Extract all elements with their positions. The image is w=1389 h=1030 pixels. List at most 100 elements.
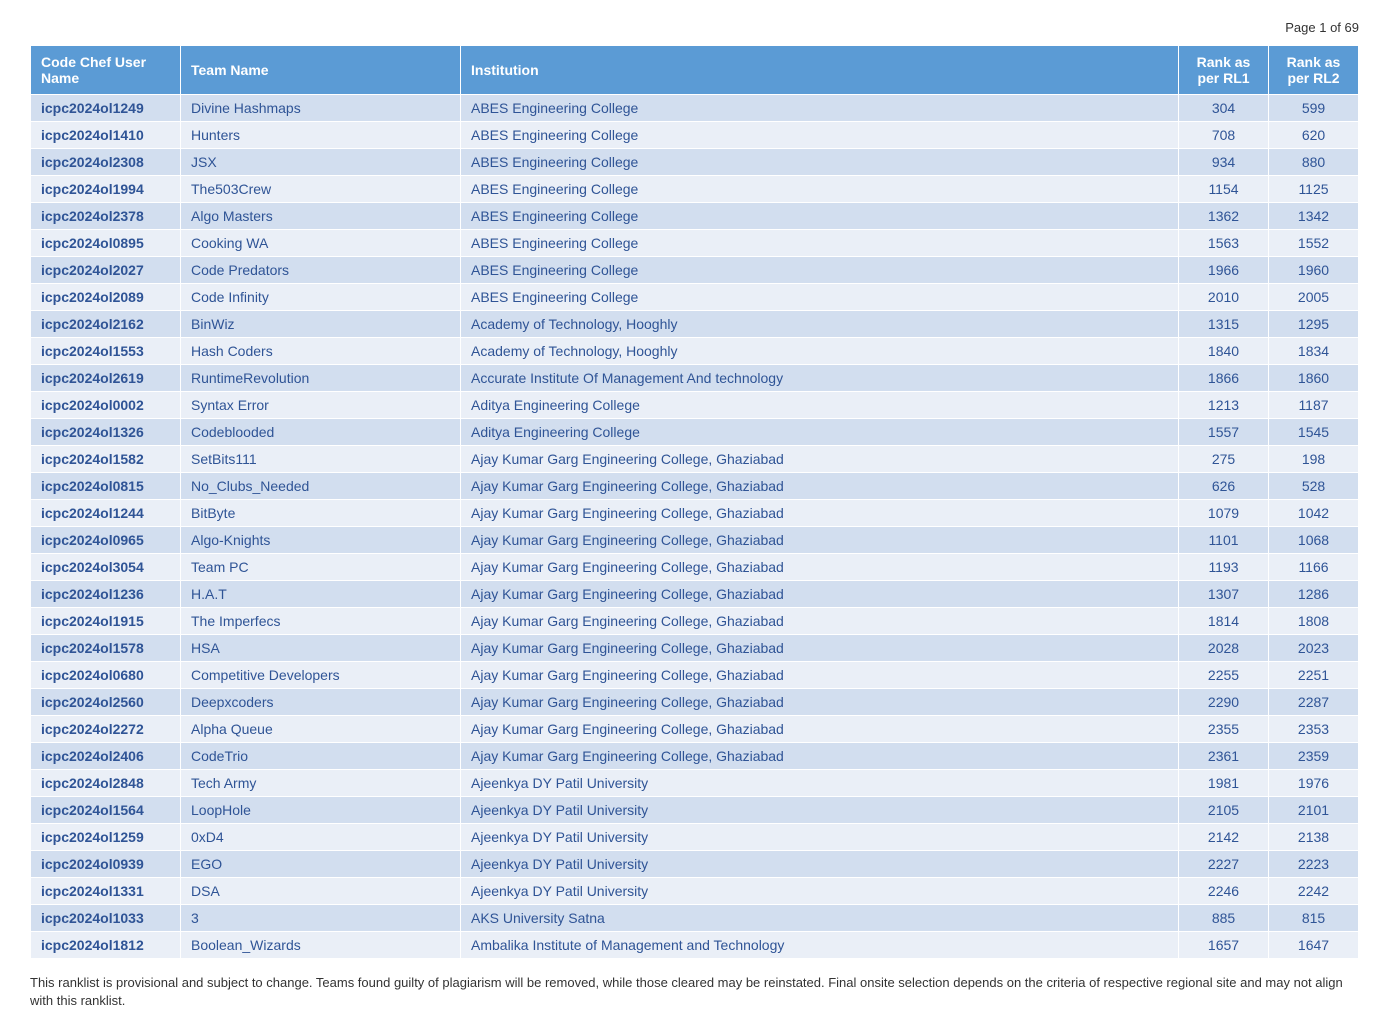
cell-institution: ABES Engineering College (461, 149, 1179, 176)
col-header-teamname: Team Name (181, 46, 461, 95)
cell-username: icpc2024ol2406 (31, 743, 181, 770)
cell-teamname: Syntax Error (181, 392, 461, 419)
cell-institution: Ajay Kumar Garg Engineering College, Gha… (461, 635, 1179, 662)
cell-rank-rl2: 1042 (1269, 500, 1359, 527)
cell-username: icpc2024ol2848 (31, 770, 181, 797)
cell-rank-rl2: 1545 (1269, 419, 1359, 446)
cell-rank-rl2: 880 (1269, 149, 1359, 176)
cell-username: icpc2024ol2619 (31, 365, 181, 392)
cell-teamname: Competitive Developers (181, 662, 461, 689)
cell-rank-rl1: 1563 (1179, 230, 1269, 257)
cell-rank-rl1: 885 (1179, 905, 1269, 932)
cell-teamname: No_Clubs_Needed (181, 473, 461, 500)
cell-rank-rl1: 934 (1179, 149, 1269, 176)
cell-rank-rl1: 708 (1179, 122, 1269, 149)
cell-institution: Ajay Kumar Garg Engineering College, Gha… (461, 608, 1179, 635)
cell-rank-rl2: 1860 (1269, 365, 1359, 392)
table-row: icpc2024ol0002Syntax ErrorAditya Enginee… (31, 392, 1359, 419)
cell-username: icpc2024ol0895 (31, 230, 181, 257)
col-header-username: Code Chef User Name (31, 46, 181, 95)
table-row: icpc2024ol2560DeepxcodersAjay Kumar Garg… (31, 689, 1359, 716)
cell-rank-rl1: 1101 (1179, 527, 1269, 554)
table-row: icpc2024ol0815No_Clubs_NeededAjay Kumar … (31, 473, 1359, 500)
cell-rank-rl2: 620 (1269, 122, 1359, 149)
cell-rank-rl1: 1193 (1179, 554, 1269, 581)
cell-institution: ABES Engineering College (461, 230, 1179, 257)
table-row: icpc2024ol1249Divine HashmapsABES Engine… (31, 95, 1359, 122)
cell-username: icpc2024ol1410 (31, 122, 181, 149)
cell-rank-rl1: 1079 (1179, 500, 1269, 527)
cell-username: icpc2024ol1033 (31, 905, 181, 932)
cell-teamname: Algo Masters (181, 203, 461, 230)
table-row: icpc2024ol1578HSAAjay Kumar Garg Enginee… (31, 635, 1359, 662)
table-row: icpc2024ol1915The ImperfecsAjay Kumar Ga… (31, 608, 1359, 635)
cell-rank-rl1: 2255 (1179, 662, 1269, 689)
cell-rank-rl1: 1557 (1179, 419, 1269, 446)
cell-username: icpc2024ol2378 (31, 203, 181, 230)
table-row: icpc2024ol3054Team PCAjay Kumar Garg Eng… (31, 554, 1359, 581)
cell-teamname: RuntimeRevolution (181, 365, 461, 392)
table-row: icpc2024ol2619RuntimeRevolutionAccurate … (31, 365, 1359, 392)
cell-teamname: Hash Coders (181, 338, 461, 365)
cell-institution: ABES Engineering College (461, 122, 1179, 149)
cell-institution: ABES Engineering College (461, 203, 1179, 230)
table-row: icpc2024ol2272Alpha QueueAjay Kumar Garg… (31, 716, 1359, 743)
cell-institution: Ajay Kumar Garg Engineering College, Gha… (461, 500, 1179, 527)
cell-institution: Ajeenkya DY Patil University (461, 797, 1179, 824)
cell-username: icpc2024ol0680 (31, 662, 181, 689)
table-row: icpc2024ol0939EGOAjeenkya DY Patil Unive… (31, 851, 1359, 878)
cell-teamname: Cooking WA (181, 230, 461, 257)
table-row: icpc2024ol1326CodebloodedAditya Engineer… (31, 419, 1359, 446)
cell-username: icpc2024ol1582 (31, 446, 181, 473)
cell-institution: ABES Engineering College (461, 176, 1179, 203)
cell-rank-rl2: 2251 (1269, 662, 1359, 689)
cell-teamname: SetBits111 (181, 446, 461, 473)
cell-rank-rl2: 1834 (1269, 338, 1359, 365)
cell-rank-rl1: 2361 (1179, 743, 1269, 770)
cell-rank-rl2: 2023 (1269, 635, 1359, 662)
cell-rank-rl2: 1647 (1269, 932, 1359, 959)
cell-username: icpc2024ol1915 (31, 608, 181, 635)
cell-rank-rl1: 1840 (1179, 338, 1269, 365)
cell-teamname: Codeblooded (181, 419, 461, 446)
cell-institution: Ajeenkya DY Patil University (461, 770, 1179, 797)
cell-rank-rl1: 1981 (1179, 770, 1269, 797)
cell-teamname: CodeTrio (181, 743, 461, 770)
cell-rank-rl2: 2242 (1269, 878, 1359, 905)
cell-teamname: The503Crew (181, 176, 461, 203)
cell-rank-rl2: 1976 (1269, 770, 1359, 797)
cell-teamname: Tech Army (181, 770, 461, 797)
table-row: icpc2024ol10333AKS University Satna88581… (31, 905, 1359, 932)
cell-rank-rl1: 2290 (1179, 689, 1269, 716)
cell-username: icpc2024ol2089 (31, 284, 181, 311)
cell-rank-rl2: 1342 (1269, 203, 1359, 230)
cell-teamname: Algo-Knights (181, 527, 461, 554)
cell-rank-rl2: 2101 (1269, 797, 1359, 824)
cell-teamname: DSA (181, 878, 461, 905)
cell-rank-rl2: 2138 (1269, 824, 1359, 851)
cell-username: icpc2024ol0815 (31, 473, 181, 500)
table-row: icpc2024ol1582SetBits111Ajay Kumar Garg … (31, 446, 1359, 473)
table-row: icpc2024ol1244BitByteAjay Kumar Garg Eng… (31, 500, 1359, 527)
cell-rank-rl1: 1307 (1179, 581, 1269, 608)
cell-username: icpc2024ol2560 (31, 689, 181, 716)
cell-rank-rl1: 626 (1179, 473, 1269, 500)
cell-rank-rl1: 2105 (1179, 797, 1269, 824)
cell-username: icpc2024ol2308 (31, 149, 181, 176)
cell-rank-rl1: 2227 (1179, 851, 1269, 878)
cell-rank-rl2: 2353 (1269, 716, 1359, 743)
cell-teamname: Deepxcoders (181, 689, 461, 716)
cell-rank-rl2: 1125 (1269, 176, 1359, 203)
cell-username: icpc2024ol1326 (31, 419, 181, 446)
table-row: icpc2024ol2308JSXABES Engineering Colleg… (31, 149, 1359, 176)
cell-institution: Ajay Kumar Garg Engineering College, Gha… (461, 446, 1179, 473)
cell-rank-rl2: 599 (1269, 95, 1359, 122)
cell-institution: Ajay Kumar Garg Engineering College, Gha… (461, 716, 1179, 743)
cell-institution: Aditya Engineering College (461, 392, 1179, 419)
cell-teamname: Divine Hashmaps (181, 95, 461, 122)
cell-teamname: LoopHole (181, 797, 461, 824)
cell-rank-rl2: 2287 (1269, 689, 1359, 716)
cell-teamname: BinWiz (181, 311, 461, 338)
table-row: icpc2024ol2162BinWizAcademy of Technolog… (31, 311, 1359, 338)
table-row: icpc2024ol0965Algo-KnightsAjay Kumar Gar… (31, 527, 1359, 554)
